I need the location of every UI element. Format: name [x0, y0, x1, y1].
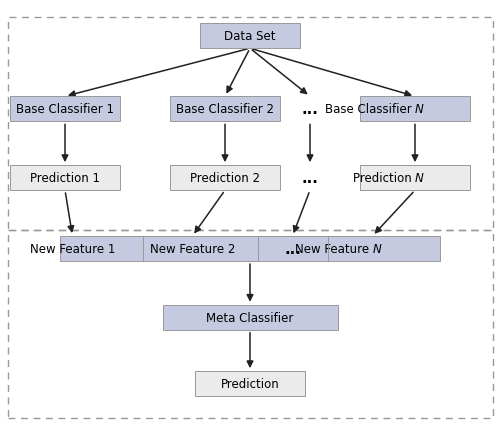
FancyBboxPatch shape: [360, 97, 470, 122]
FancyBboxPatch shape: [360, 166, 470, 191]
Text: N: N: [415, 103, 424, 116]
Text: ...: ...: [302, 102, 318, 117]
Text: New Feature 2: New Feature 2: [150, 243, 235, 256]
Text: N: N: [415, 172, 424, 184]
Text: Data Set: Data Set: [224, 30, 276, 43]
Text: Prediction: Prediction: [352, 172, 415, 184]
FancyBboxPatch shape: [10, 97, 120, 122]
Text: Prediction: Prediction: [220, 377, 280, 390]
Text: ...: ...: [302, 171, 318, 186]
Text: Base Classifier: Base Classifier: [324, 103, 415, 116]
Text: Base Classifier 1: Base Classifier 1: [16, 103, 114, 116]
FancyBboxPatch shape: [10, 166, 120, 191]
Text: ...: ...: [284, 241, 301, 256]
Text: New Feature: New Feature: [294, 243, 372, 256]
FancyBboxPatch shape: [200, 24, 300, 49]
Text: New Feature 1: New Feature 1: [30, 243, 115, 256]
Text: Base Classifier 2: Base Classifier 2: [176, 103, 274, 116]
FancyBboxPatch shape: [60, 237, 440, 262]
FancyBboxPatch shape: [195, 371, 305, 396]
Text: Prediction 1: Prediction 1: [30, 172, 100, 184]
Text: Meta Classifier: Meta Classifier: [206, 311, 294, 324]
FancyBboxPatch shape: [170, 166, 280, 191]
Text: N: N: [372, 243, 382, 256]
Text: Prediction 2: Prediction 2: [190, 172, 260, 184]
FancyBboxPatch shape: [170, 97, 280, 122]
FancyBboxPatch shape: [162, 305, 338, 330]
